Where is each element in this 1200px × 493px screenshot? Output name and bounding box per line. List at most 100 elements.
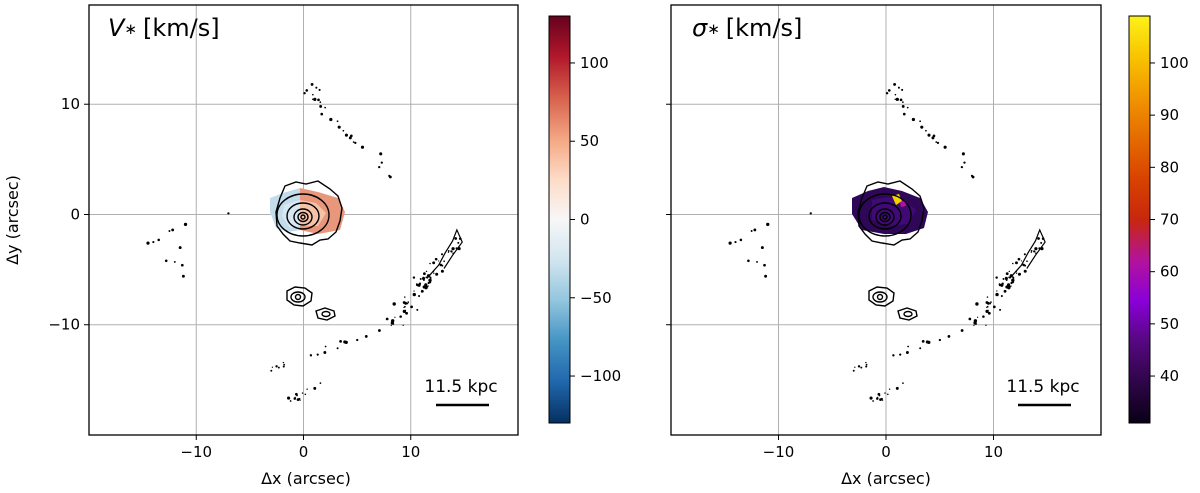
velocity-noise-speck-118: [152, 240, 155, 244]
velocity-noise-speck-71: [450, 250, 453, 253]
dispersion-noise-speck-5: [895, 97, 899, 102]
dispersion-satellite-contour-2: [903, 310, 913, 318]
velocity-noise-speck-114: [287, 396, 291, 400]
dispersion-satellite-contour: [897, 307, 918, 321]
velocity-noise-speck-62: [439, 263, 443, 267]
velocity-noise-speck-102: [356, 338, 359, 342]
velocity-noise-speck-68: [410, 305, 413, 309]
velocity-noise-speck-126: [183, 222, 188, 227]
velocity-noise-speck-73: [422, 285, 426, 289]
dispersion-noise-speck-88: [921, 339, 925, 343]
velocity-noise-speck-44: [435, 272, 439, 276]
velocity-noise-speck-8: [319, 101, 322, 103]
dispersion-noise-speck-3: [935, 141, 938, 143]
dispersion-xaxis-label: Δx (arcsec): [841, 469, 931, 488]
dispersion-title-subscript: ∗: [707, 20, 720, 38]
dispersion-noise-speck-80: [1015, 272, 1018, 274]
velocity-noise-speck-130: [310, 82, 314, 86]
dispersion-noise-speck-41: [1017, 257, 1021, 261]
dispersion-noise-speck-6: [894, 93, 897, 96]
dispersion-noise-speck-103: [905, 351, 909, 354]
dispersion-noise-speck-139: [961, 152, 965, 156]
dispersion-noise-speck-14: [887, 89, 891, 92]
velocity-noise-speck-77: [447, 251, 450, 253]
velocity-noise-speck-4: [354, 141, 357, 144]
velocity-noise-speck-103: [323, 351, 327, 354]
dispersion-panel: σ∗ [km/s] 11.5 kpc −10 0 10 Δx (arcsec) 40 5…: [666, 4, 1189, 488]
dispersion-noise-speck-78: [998, 283, 1001, 286]
dispersion-noise-speck-74: [1010, 285, 1012, 287]
dispersion-noise-speck-56: [1001, 282, 1004, 285]
velocity-noise-speck-121: [164, 259, 168, 263]
velocity-noise-speck-139: [379, 152, 383, 156]
velocity-colorbar-tick-label-2: 0: [580, 211, 590, 229]
velocity-noise-speck-81: [390, 324, 392, 327]
velocity-contour-3: [286, 202, 320, 230]
dispersion-noise-speck-53: [1000, 295, 1003, 298]
dispersion-noise-speck-77: [1030, 251, 1032, 253]
dispersion-noise-speck-45: [995, 276, 998, 279]
dispersion-colorbar-tick-label-1: 50: [1160, 315, 1179, 333]
velocity-noise-speck-47: [423, 272, 426, 276]
velocity-noise-speck-80: [433, 272, 435, 274]
velocity-panel-title: V∗ [km/s]: [108, 14, 220, 42]
velocity-noise-speck-26: [385, 317, 389, 321]
dispersion-noise-speck-49: [1012, 262, 1014, 265]
dispersion-noise-speck-118: [734, 240, 737, 244]
velocity-noise-speck-79: [407, 301, 410, 303]
velocity-noise-speck-133: [303, 92, 306, 95]
dispersion-noise-speck-94: [892, 354, 895, 357]
velocity-noise-speck-54: [440, 253, 444, 256]
dispersion-noise-speck-110: [878, 394, 881, 397]
velocity-noise-speck-110: [296, 394, 298, 397]
dispersion-noise-speck-18: [995, 292, 999, 297]
dispersion-noise-speck-134: [899, 98, 903, 102]
velocity-noise-speck-142: [388, 175, 392, 179]
velocity-noise-speck-28: [394, 316, 396, 318]
velocity-noise-speck-78: [415, 283, 418, 286]
dispersion-companion-contour: [868, 286, 895, 307]
dispersion-noise-speck-72: [1012, 277, 1015, 279]
dispersion-noise-speck-127: [809, 212, 812, 215]
velocity-noise-speck-20: [419, 277, 422, 280]
velocity-noise-speck-41: [434, 257, 438, 261]
dispersion-noise-speck-97: [925, 340, 929, 344]
dispersion-colorbar: [1128, 15, 1151, 424]
dispersion-noise-speck-131: [897, 86, 900, 89]
velocity-noise-speck-53: [418, 295, 421, 298]
dispersion-noise-speck-101: [899, 353, 902, 356]
velocity-noise-speck-131: [315, 86, 318, 89]
dispersion-noise-speck-123: [763, 263, 766, 267]
dispersion-colorbar-tick-label-0: 40: [1160, 367, 1179, 385]
velocity-noise-contours: [146, 82, 463, 402]
dispersion-noise-speck-7: [919, 120, 922, 123]
dispersion-colorbar-tick-label-2: 60: [1160, 263, 1179, 281]
velocity-noise-speck-99: [364, 335, 368, 338]
velocity-noise-speck-113: [306, 388, 308, 390]
velocity-noise-speck-119: [157, 238, 160, 242]
dispersion-noise-speck-28: [976, 316, 979, 318]
velocity-noise-speck-84: [392, 302, 396, 306]
dispersion-noise-speck-125: [764, 274, 768, 278]
dispersion-noise-speck-92: [860, 366, 863, 369]
velocity-noise-speck-107: [313, 386, 317, 390]
dispersion-noise-speck-44: [1017, 272, 1022, 276]
dispersion-noise-speck-27: [1023, 269, 1027, 273]
dispersion-noise-speck-100: [865, 361, 867, 364]
dispersion-noise-speck-62: [1022, 263, 1025, 267]
dispersion-noise-speck-114: [869, 396, 873, 400]
velocity-noise-speck-100: [282, 361, 285, 364]
velocity-colorbar-tick-label-1: −50: [580, 289, 612, 307]
velocity-noise-speck-136: [320, 112, 324, 116]
velocity-noise-speck-18: [412, 292, 416, 297]
dispersion-noise-speck-133: [885, 92, 889, 95]
velocity-noise-speck-95: [378, 329, 381, 332]
velocity-title-subscript: ∗: [124, 20, 137, 38]
velocity-noise-speck-74: [427, 285, 429, 287]
dispersion-noise-speck-104: [884, 392, 886, 394]
velocity-ytick-label-0: −10: [48, 316, 80, 334]
dispersion-noise-speck-130: [893, 82, 897, 86]
velocity-noise-speck-129: [171, 228, 175, 232]
